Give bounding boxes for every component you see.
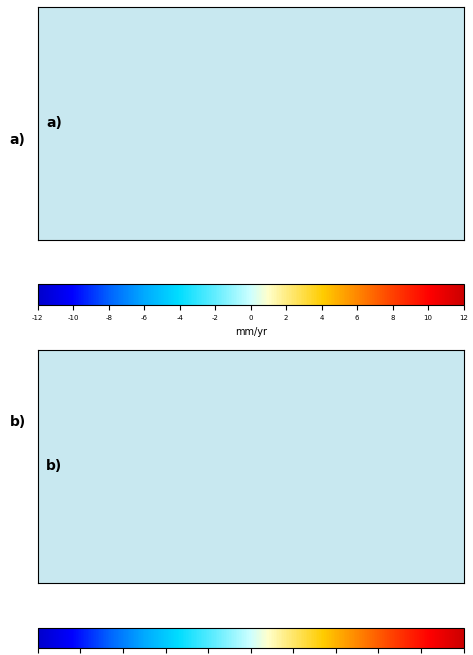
X-axis label: mm/yr: mm/yr: [235, 327, 267, 337]
Text: a): a): [9, 133, 26, 147]
Text: b): b): [46, 459, 62, 474]
Text: b): b): [9, 415, 26, 429]
Text: a): a): [46, 116, 62, 130]
